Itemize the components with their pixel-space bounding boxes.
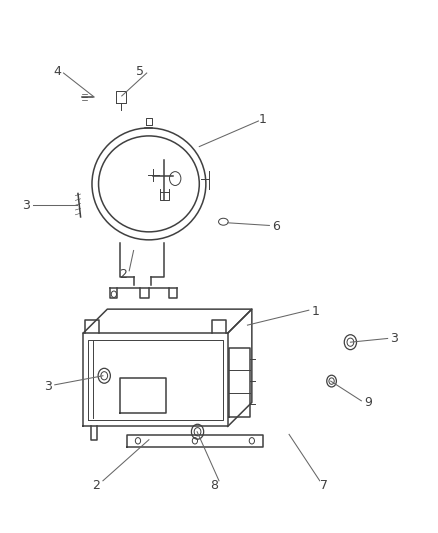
Text: 1: 1 [311,305,319,318]
Text: 2: 2 [119,268,127,281]
Text: 9: 9 [364,396,372,409]
Text: 6: 6 [272,220,280,233]
Text: 1: 1 [259,114,267,126]
Text: 5: 5 [136,66,144,78]
Text: 8: 8 [211,479,219,491]
Text: 3: 3 [44,380,52,393]
Text: 3: 3 [390,332,398,345]
Text: 7: 7 [320,479,328,491]
Text: 4: 4 [53,66,61,78]
Text: 3: 3 [22,199,30,212]
Text: 2: 2 [92,479,100,491]
